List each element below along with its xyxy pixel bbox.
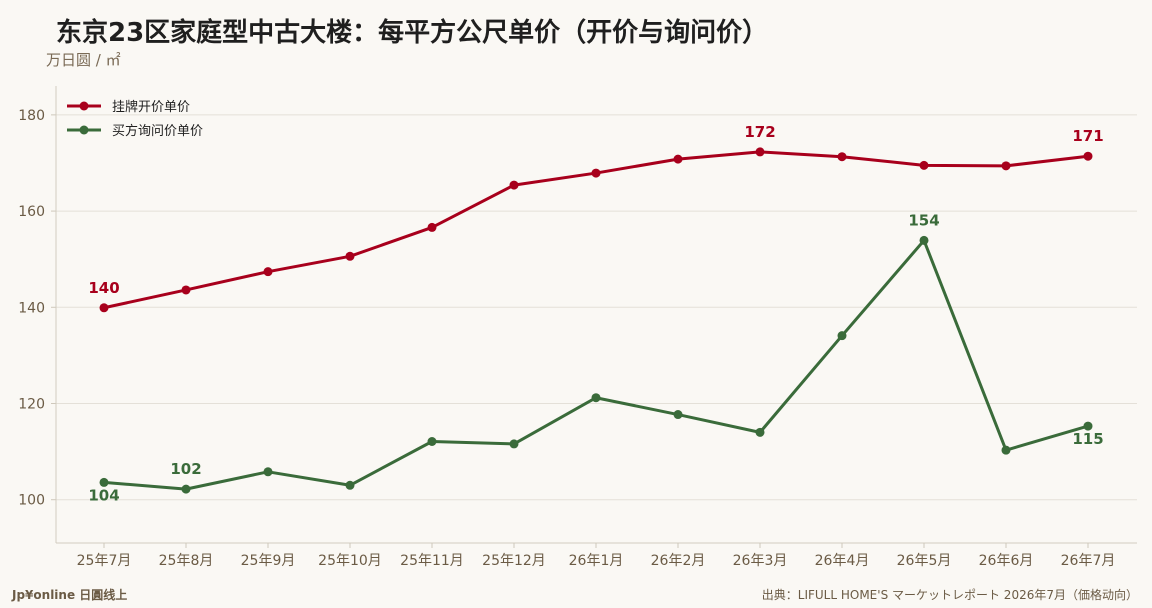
x-tick-label: 26年5月 — [897, 553, 952, 569]
footer-brand: Jp¥online 日圓线上 — [12, 588, 128, 602]
series-points — [99, 147, 1093, 494]
data-point — [509, 180, 519, 190]
data-point — [263, 467, 273, 477]
data-point — [1001, 161, 1011, 171]
legend-label-1: 买方询问价单价 — [112, 123, 203, 139]
series-lines — [103, 150, 1089, 491]
y-tick-label: 120 — [18, 396, 45, 412]
data-point — [509, 439, 519, 449]
data-label: 140 — [88, 279, 119, 297]
data-point — [837, 152, 847, 162]
x-tick-label: 26年4月 — [815, 553, 870, 569]
data-point — [837, 331, 847, 341]
data-point — [181, 285, 191, 295]
data-label: 172 — [744, 123, 775, 141]
data-point — [919, 160, 929, 170]
data-point — [427, 222, 437, 232]
data-point — [99, 303, 109, 313]
data-label: 171 — [1072, 127, 1103, 145]
x-tick-labels: 25年7月 25年8月 25年9月 25年10月 25年11月 25年12月 26年1月 26… — [77, 553, 1116, 569]
legend-swatch-marker-0 — [79, 101, 89, 111]
y-tick-label: 180 — [18, 108, 45, 124]
data-point — [919, 235, 929, 245]
x-tick-label: 26年3月 — [733, 553, 788, 569]
legend-swatch-marker-1 — [79, 125, 89, 135]
data-label: 154 — [908, 211, 939, 229]
x-tick-label: 25年7月 — [77, 553, 132, 569]
x-tick-label: 26年6月 — [979, 553, 1034, 569]
footer-source: 出典：LIFULL HOME'S マーケットレポート 2026年7月（価格动向） — [761, 588, 1138, 602]
grid-lines — [56, 114, 1137, 501]
x-tick-label: 25年8月 — [159, 553, 214, 569]
x-tick-label: 26年7月 — [1061, 553, 1116, 569]
x-tick-label: 25年11月 — [400, 553, 464, 569]
data-point — [1083, 151, 1093, 161]
data-point — [427, 436, 437, 446]
data-point — [591, 168, 601, 178]
data-point — [591, 393, 601, 403]
data-point — [755, 427, 765, 437]
x-tick-label: 25年10月 — [318, 553, 382, 569]
data-point — [1083, 421, 1093, 431]
y-tick-label: 100 — [18, 493, 45, 509]
data-label: 115 — [1072, 430, 1103, 448]
series-line-1 — [103, 238, 1089, 491]
y-axis-unit-label: 万日圆 / ㎡ — [46, 51, 121, 69]
y-tick-label: 160 — [18, 204, 45, 220]
y-tick-label: 140 — [18, 300, 45, 316]
data-point — [755, 147, 765, 157]
legend-label-0: 挂牌开价单价 — [112, 99, 190, 115]
data-point — [345, 480, 355, 490]
data-point — [673, 410, 683, 420]
data-point — [263, 267, 273, 277]
x-tick-label: 25年12月 — [482, 553, 546, 569]
data-labels: 140 172 171 104 102 154 115 — [88, 123, 1103, 504]
data-label: 104 — [88, 486, 119, 504]
x-tick-label: 26年1月 — [569, 553, 624, 569]
data-point — [99, 477, 109, 487]
data-point — [345, 251, 355, 261]
x-tick-label: 26年2月 — [651, 553, 706, 569]
data-point — [673, 154, 683, 164]
y-tick-labels: 100 120 140 160 180 — [18, 108, 45, 509]
axes — [51, 86, 1137, 548]
data-label: 102 — [170, 460, 201, 478]
chart-title: 东京23区家庭型中古大楼：每平方公尺单价（开价与询问价） — [56, 18, 769, 48]
data-point — [1001, 445, 1011, 455]
x-tick-label: 25年9月 — [241, 553, 296, 569]
data-point — [181, 484, 191, 494]
